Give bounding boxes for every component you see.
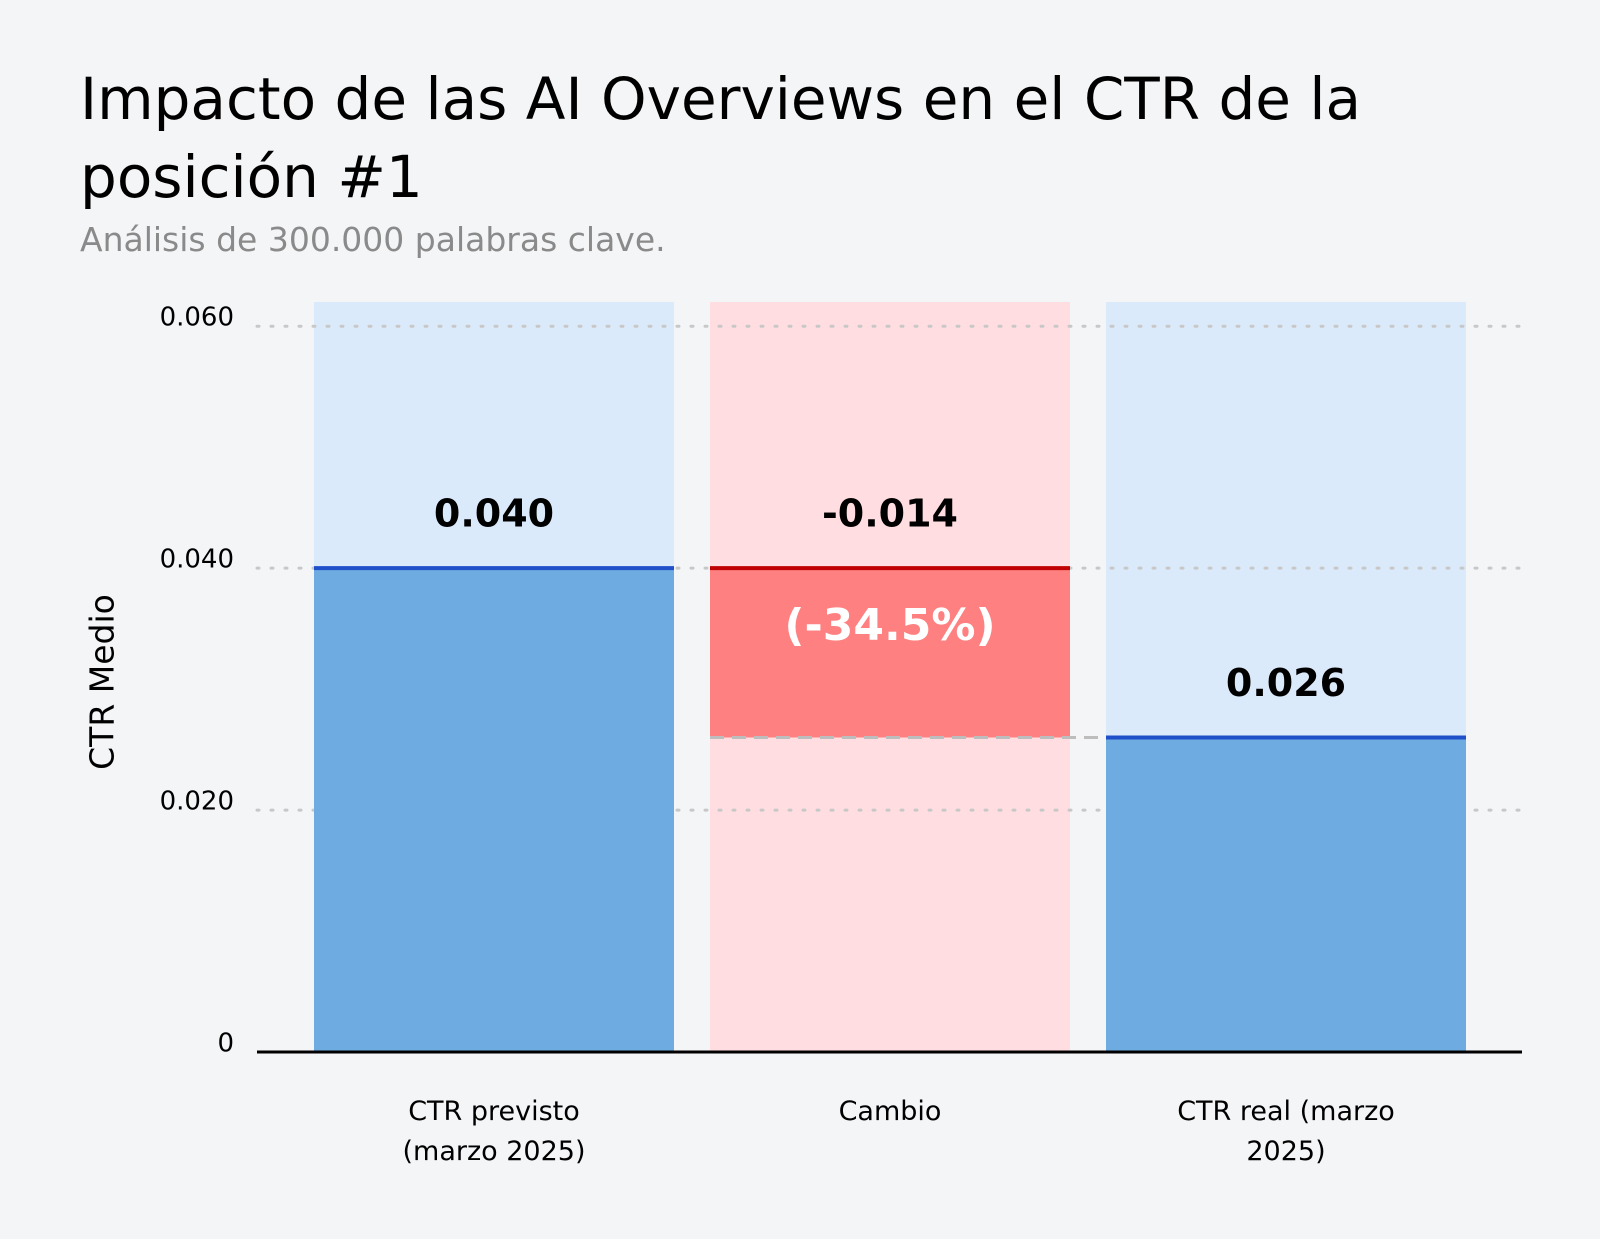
value-label: -0.014 [822,492,958,536]
y-tick-label: 0.060 [160,303,234,333]
y-axis-label: CTR Medio [83,594,122,770]
change-annotation: (-34.5%) [784,600,995,651]
x-tick-label: CTR previsto (marzo 2025) [402,1096,586,1167]
x-tick-label: CTR real (marzo 2025) [1177,1096,1395,1167]
y-tick-label: 0 [217,1029,234,1059]
bar [314,568,674,1052]
bar [710,568,1070,738]
value-label: 0.040 [434,492,554,536]
y-tick-label: 0.020 [160,787,234,817]
bar [1106,737,1466,1052]
chart-title: Impacto de las AI Overviews en el CTR de… [80,65,1362,211]
value-label: 0.026 [1226,661,1346,705]
chart-subtitle: Análisis de 300.000 palabras clave. [80,220,666,259]
x-tick-label: Cambio [838,1096,942,1127]
y-tick-label: 0.040 [160,545,234,575]
